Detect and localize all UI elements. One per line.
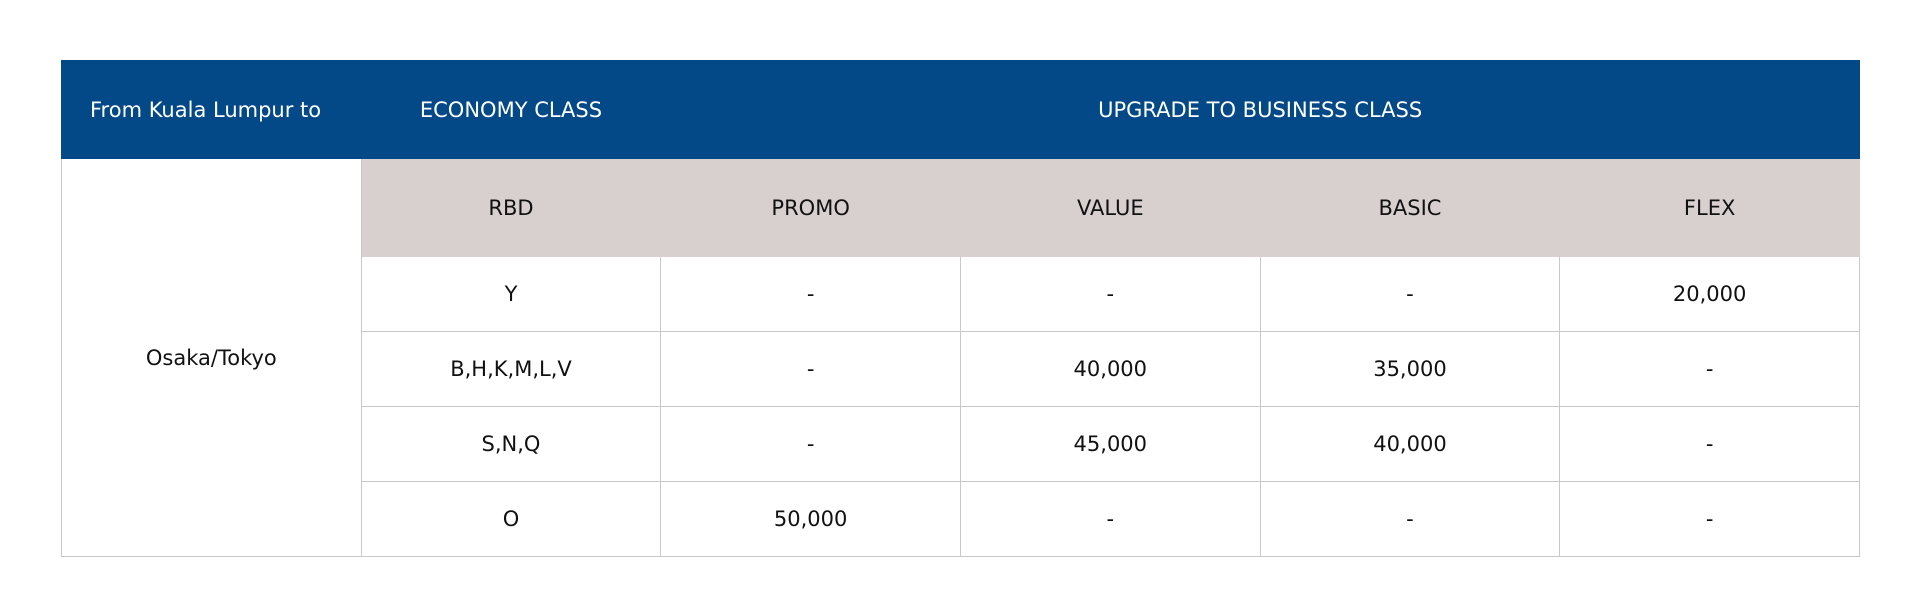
fare-cell: - <box>1259 256 1561 332</box>
column-header: BASIC <box>1259 158 1561 257</box>
column-header: RBD <box>360 158 662 257</box>
fare-cell: 20,000 <box>1559 256 1860 332</box>
fare-cell: - <box>660 406 961 482</box>
fare-cell: - <box>660 256 961 332</box>
rbd-cell: B,H,K,M,L,V <box>360 331 662 407</box>
upgrade-header: UPGRADE TO BUSINESS CLASS <box>660 60 1860 159</box>
fare-cell: 40,000 <box>1259 406 1561 482</box>
subheader-row: Osaka/Tokyo RBD PROMO VALUE BASIC FLEX <box>61 158 1860 557</box>
rbd-cell: Y <box>360 256 662 332</box>
rbd-cell: O <box>360 481 662 557</box>
fare-cell: - <box>660 331 961 407</box>
fare-cell: 35,000 <box>1259 331 1561 407</box>
fare-row: B,H,K,M,L,V -40,000 35,000- <box>62 331 1860 407</box>
fare-cell: - <box>1259 481 1561 557</box>
fare-cell: - <box>1559 406 1860 482</box>
origin-header: From Kuala Lumpur to <box>61 60 362 159</box>
fare-row: Y - - -20,000 <box>62 256 1860 332</box>
rbd-cell: S,N,Q <box>360 406 662 482</box>
fare-cell: 45,000 <box>959 406 1261 482</box>
fare-cell: - <box>1559 481 1860 557</box>
fare-cell: 40,000 <box>959 331 1261 407</box>
fare-cell: 50,000 <box>660 481 961 557</box>
economy-header: ECONOMY CLASS <box>360 60 662 159</box>
fare-cell: - <box>1559 331 1860 407</box>
table-body: From Kuala Lumpur to ECONOMY CLASS UPGRA… <box>61 60 1860 557</box>
column-header: PROMO <box>660 158 961 257</box>
fare-row: S,N,Q -45,000 40,000- <box>62 406 1860 482</box>
fare-cell: - <box>959 481 1261 557</box>
destination: Osaka/Tokyo <box>61 158 362 557</box>
fare-row: O 50,000- - - <box>62 481 1860 557</box>
header-row: From Kuala Lumpur to ECONOMY CLASS UPGRA… <box>61 60 1860 159</box>
fare-cell: - <box>959 256 1261 332</box>
column-header: VALUE <box>959 158 1261 257</box>
fare-table: From Kuala Lumpur to ECONOMY CLASS UPGRA… <box>61 60 1860 557</box>
column-header: FLEX <box>1559 158 1860 257</box>
